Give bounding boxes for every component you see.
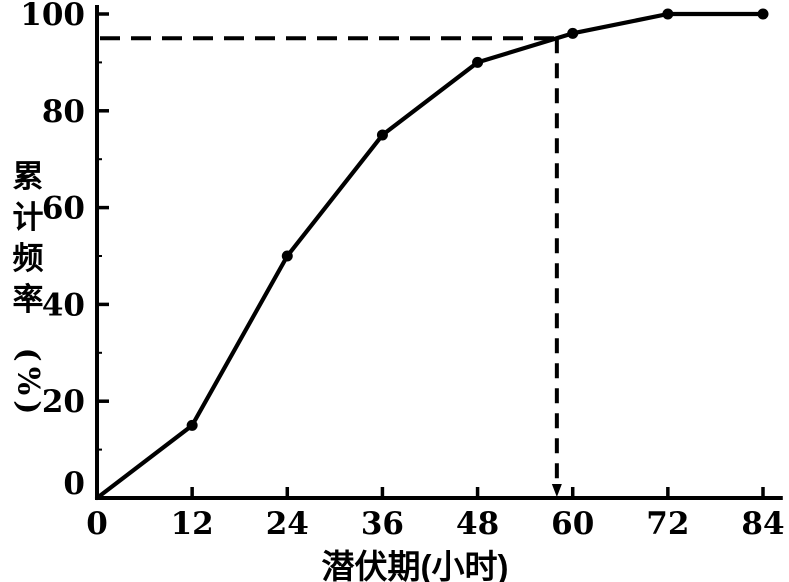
x-tick-label: 0 (86, 506, 108, 542)
y-axis-unit-label: (%) (10, 347, 46, 420)
x-tick-label: 48 (456, 506, 499, 542)
y-tick-label: 0 (63, 466, 85, 502)
y-axis-title-char: 频 (12, 241, 44, 276)
x-tick-label: 60 (551, 506, 594, 542)
x-tick-label: 72 (646, 506, 689, 542)
cumulative-frequency-curve (94, 11, 766, 501)
x-tick-label: 12 (171, 506, 214, 542)
y-tick-label: 40 (42, 287, 85, 323)
data-point (472, 56, 484, 68)
y-tick-label: 60 (42, 191, 85, 227)
arrowhead-down (551, 484, 562, 497)
x-tick-label: 24 (266, 506, 309, 542)
y-axis-title-char: 计 (12, 200, 44, 235)
x-tick-label: 36 (361, 506, 404, 542)
data-point (757, 8, 769, 20)
x-tick-label: 84 (741, 506, 784, 542)
y-axis-title-char: 累 (12, 159, 44, 194)
y-axis-title-char: 率 (12, 282, 44, 317)
data-point (281, 250, 293, 262)
data-point (567, 27, 579, 39)
y-tick-label: 20 (42, 384, 85, 420)
data-point (376, 129, 388, 141)
data-point (662, 8, 674, 20)
x-axis-title: 潜伏期(小时) (321, 548, 509, 582)
y-axis-title: 累 计 频 率 (%) (4, 156, 52, 419)
y-tick-label: 100 (20, 0, 85, 33)
data-point (186, 419, 198, 431)
y-tick-label: 80 (42, 94, 85, 130)
